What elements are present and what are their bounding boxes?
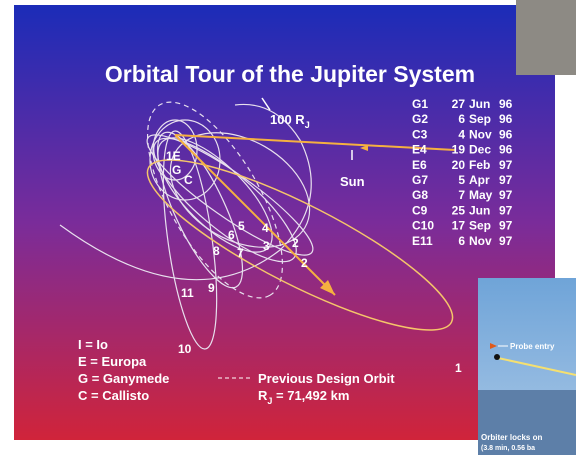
orbit-label: 9	[208, 281, 215, 295]
orbit-label: 7	[237, 246, 244, 260]
previous-orbit: Previous Design Orbit	[258, 371, 395, 386]
encounter-day: 20	[452, 158, 466, 172]
encounter-day: 6	[458, 112, 465, 126]
encounter-month: Jun	[469, 97, 490, 111]
encounter-year: 97	[499, 188, 513, 202]
orbit-label: 2	[301, 256, 308, 270]
encounter-year: 97	[499, 173, 513, 187]
orbit-label: 2	[292, 236, 299, 250]
title: Orbital Tour of the Jupiter System	[105, 61, 475, 87]
encounter-month: Dec	[469, 143, 491, 157]
encounter-year: 96	[499, 112, 513, 126]
sun-label: Sun	[340, 174, 365, 189]
encounter-month: Nov	[469, 234, 492, 248]
orbit-label: 8	[213, 244, 220, 258]
encounter-month: Jun	[469, 203, 490, 217]
orbiter-detail: (3.8 min, 0.56 ba	[481, 445, 535, 452]
inset: Probe entry Orbiter locks on (3.8 min, 0…	[478, 278, 576, 455]
encounter-orbit: E11	[412, 234, 433, 248]
encounter-orbit: G7	[412, 173, 428, 187]
orbiter-label: Orbiter locks on	[481, 433, 542, 442]
key-item: E = Europa	[78, 354, 147, 369]
orbit-label: 1	[455, 361, 462, 375]
orbit-label: 10	[178, 342, 192, 356]
orbit-label: 6	[228, 228, 235, 242]
encounter-month: Apr	[469, 173, 490, 187]
encounter-orbit: E6	[412, 158, 427, 172]
encounter-orbit: C3	[412, 127, 428, 141]
encounter-orbit: C10	[412, 219, 434, 233]
encounter-day: 19	[452, 143, 466, 157]
encounter-month: May	[469, 188, 493, 202]
encounter-month: Feb	[469, 158, 490, 172]
encounter-orbit: C9	[412, 203, 428, 217]
encounter-day: 4	[458, 127, 465, 141]
encounter-day: 6	[458, 234, 465, 248]
encounter-month: Sep	[469, 112, 491, 126]
encounter-year: 97	[499, 219, 513, 233]
orbit-label: 5	[238, 219, 245, 233]
orbit-label: 1E	[166, 149, 181, 163]
encounter-orbit: E4	[412, 143, 427, 157]
encounter-day: 17	[452, 219, 466, 233]
orbit-label: 11	[181, 286, 194, 300]
encounter-month: Nov	[469, 127, 492, 141]
encounter-day: 7	[458, 188, 465, 202]
encounter-day: 27	[452, 97, 466, 111]
encounter-month: Sep	[469, 219, 491, 233]
encounter-year: 97	[499, 158, 513, 172]
orbit-label: 4	[262, 221, 269, 235]
encounter-orbit: G8	[412, 188, 428, 202]
encounter-year: 96	[499, 97, 513, 111]
encounter-day: 25	[452, 203, 466, 217]
encounter-year: 97	[499, 203, 513, 217]
encounter-year: 96	[499, 127, 513, 141]
encounter-orbit: G2	[412, 112, 428, 126]
key-item: G = Ganymede	[78, 371, 169, 386]
orbit-label: 3	[263, 239, 270, 253]
key-item: I = Io	[78, 337, 108, 352]
key-item: C = Callisto	[78, 388, 149, 403]
encounter-year: 97	[499, 234, 513, 248]
slide: Orbital Tour of the Jupiter System 100 R…	[0, 0, 576, 455]
probe-label: Probe entry	[510, 342, 555, 351]
encounter-year: 96	[499, 143, 513, 157]
encounter-day: 5	[458, 173, 465, 187]
encounter-orbit: G1	[412, 97, 428, 111]
orbit-label: G	[172, 163, 181, 177]
orbit-label: C	[184, 173, 193, 187]
photo	[516, 0, 576, 75]
